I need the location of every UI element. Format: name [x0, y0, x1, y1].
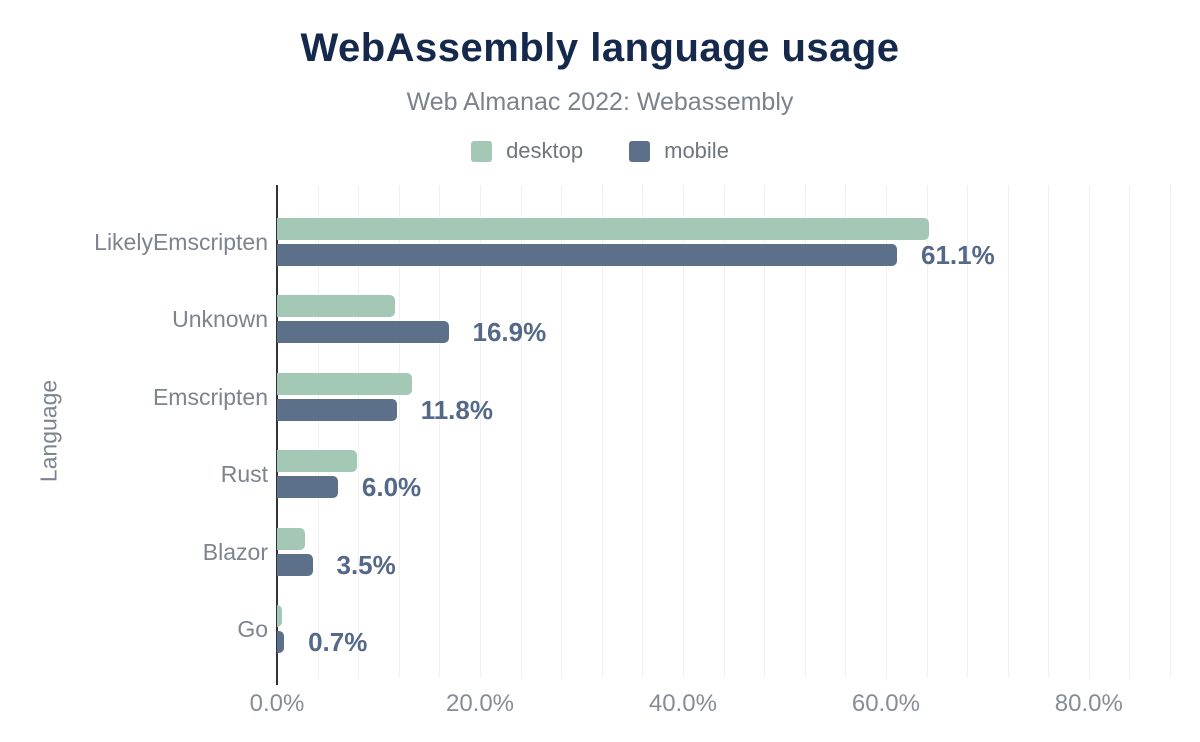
legend-item-mobile: mobile: [629, 138, 729, 164]
legend-label-desktop: desktop: [506, 138, 584, 163]
value-label-unknown: 16.9%: [472, 317, 547, 348]
value-label-emscripten: 11.8%: [420, 394, 493, 425]
gridline: [1007, 185, 1009, 677]
legend-swatch-mobile-icon: [629, 140, 651, 162]
legend: desktop mobile: [0, 138, 1200, 164]
gridline: [1170, 185, 1171, 677]
bar-mobile-emscripten: [277, 398, 397, 421]
bar-desktop-likelyemscripten: [277, 218, 929, 240]
value-label-go: 0.7%: [308, 627, 368, 657]
gridline: [1088, 185, 1090, 677]
bar-desktop-go: [277, 605, 283, 627]
gridline: [1129, 185, 1131, 677]
gridline: [967, 185, 968, 677]
category-label-go: Go: [237, 616, 268, 642]
gridline: [358, 185, 360, 677]
x-tick-label-40: 40.0%: [648, 690, 717, 717]
gridline: [804, 185, 806, 677]
gridline: [398, 185, 400, 677]
bar-mobile-likelyemscripten: [277, 244, 897, 266]
bar-desktop-unknown: [277, 295, 395, 318]
gridline: [561, 185, 563, 677]
category-label-blazor: Blazor: [202, 538, 268, 565]
category-label-unknown: Unknown: [172, 306, 268, 333]
gridline: [642, 185, 644, 677]
category-label-likelyemscripten: LikelyEmscripten: [94, 229, 268, 255]
bar-desktop-emscripten: [277, 372, 412, 395]
value-label-rust: 6.0%: [361, 472, 422, 503]
legend-item-desktop: desktop: [471, 138, 583, 164]
gridline: [317, 185, 319, 677]
x-tick-label-60: 60.0%: [851, 690, 920, 717]
bar-mobile-rust: [277, 476, 338, 499]
gridline: [439, 185, 441, 677]
x-tick-label-80: 80.0%: [1054, 690, 1123, 717]
gridline: [926, 185, 928, 677]
category-label-emscripten: Emscripten: [152, 383, 268, 410]
bar-mobile-go: [277, 631, 285, 653]
legend-swatch-desktop-icon: [471, 140, 493, 162]
plot-area: [276, 185, 1171, 685]
bar-mobile-unknown: [277, 321, 449, 344]
value-label-blazor: 3.5%: [336, 549, 396, 580]
y-axis-line: [276, 185, 278, 685]
page-title: WebAssembly language usage: [300, 26, 900, 70]
gridline: [764, 185, 766, 677]
gridline: [1048, 185, 1050, 677]
chart-subtitle: Web Almanac 2022: Webassembly: [406, 88, 794, 116]
gridline: [723, 185, 725, 677]
bar-desktop-rust: [277, 450, 358, 473]
gridline: [682, 185, 684, 677]
legend-label-mobile: mobile: [664, 138, 729, 163]
gridline: [520, 185, 522, 677]
bar-desktop-blazor: [277, 527, 306, 550]
category-label-rust: Rust: [220, 461, 268, 488]
gridline: [601, 185, 603, 677]
bar-mobile-blazor: [277, 553, 313, 576]
x-tick-label-0: 0.0%: [249, 690, 305, 717]
gridline: [480, 185, 481, 677]
value-label-likelyemscripten: 61.1%: [921, 240, 995, 270]
x-tick-label-20: 20.0%: [445, 690, 515, 717]
gridline: [845, 185, 847, 677]
gridline: [885, 185, 887, 677]
